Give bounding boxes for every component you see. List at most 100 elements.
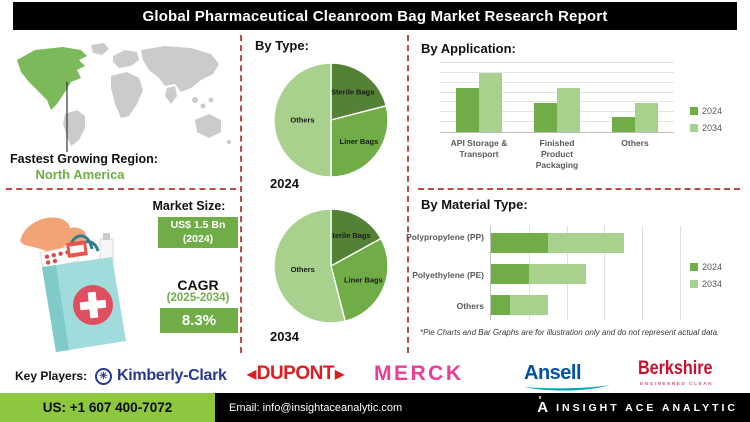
ansell-logo: Ansell (524, 362, 582, 384)
bar-segment-2034 (529, 264, 586, 284)
legend-swatch (690, 124, 698, 132)
map-asia (141, 46, 219, 92)
bar-group (518, 64, 596, 132)
gridline (440, 62, 674, 63)
legend-item-2034: 2034 (690, 123, 722, 133)
map-australia (195, 114, 221, 138)
bar-2034 (557, 87, 580, 132)
category-label: Others (456, 301, 484, 311)
market-size-year: (2024) (182, 232, 214, 245)
category-label: Others (621, 138, 649, 148)
merck-logo: MERCK (374, 362, 464, 385)
pie-year-2024: 2024 (270, 176, 299, 191)
hand-icon (20, 217, 71, 252)
bar-segment-2024 (491, 264, 529, 284)
bar-group (440, 64, 518, 132)
divider-horizontal-right (418, 188, 740, 190)
report-title-bar: Global Pharmaceutical Cleanroom Bag Mark… (13, 2, 737, 30)
pie-slice-label: Liner Bags (340, 137, 379, 146)
brand-lockup: A INSIGHT ACE ANALYTIC (537, 396, 738, 416)
footer-phone-block: US: +1 607 400-7072 (0, 393, 215, 422)
market-size-label: Market Size: (152, 199, 226, 213)
dupont-logo: ◀ DUPONT ▶ (246, 363, 345, 385)
map-island (208, 97, 214, 103)
pie-slice-liner-bags (330, 237, 389, 323)
map-north-america-highlight (17, 47, 87, 110)
brand-name: INSIGHT ACE ANALYTIC (556, 401, 738, 414)
application-legend: 2024 2034 (690, 106, 722, 133)
pie-chart-2034: Sterile Bags Liner Bags Others (273, 208, 389, 324)
dupont-logo-text: DUPONT (256, 363, 335, 384)
medicine-bag-illustration (14, 205, 136, 352)
pie-slice-label: Others (290, 116, 314, 125)
application-chart-plot (440, 62, 674, 133)
category-label: Polyethylene (PE) (412, 270, 484, 280)
map-south-america (63, 110, 85, 146)
bar-segment-2034 (548, 233, 624, 253)
map-new-zealand (227, 140, 231, 144)
bar-2024 (456, 87, 479, 132)
phone-number: US: +1 607 400-7072 (42, 400, 173, 415)
kimberly-clark-logo: Kimberly-Clark (117, 367, 227, 384)
pie-slice-sterile-bags (330, 62, 388, 121)
bar-segment-2024 (491, 233, 548, 253)
material-chart-plot (490, 226, 681, 320)
map-india (165, 86, 177, 104)
email-address: Email: info@insightaceanalytic.com (229, 401, 403, 414)
by-type-heading: By Type: (255, 38, 309, 53)
pie-slice-others (273, 208, 347, 324)
bar-2024 (534, 102, 557, 132)
category-label: Polypropylene (PP) (406, 232, 484, 242)
map-island (200, 103, 206, 109)
bag-side-shade (42, 265, 69, 352)
pie-slice-liner-bags (330, 104, 389, 178)
legend-item-2024: 2024 (690, 262, 722, 272)
legend-item-2034: 2034 (690, 279, 722, 289)
medical-cross-icon (79, 291, 107, 319)
bar-2034 (635, 102, 658, 132)
world-map (5, 42, 237, 154)
stacked-bar-polyethylene-pe- (491, 264, 586, 284)
gridline (642, 226, 644, 320)
category-label: Finished Product Packaging (535, 138, 579, 171)
divider-vertical-right (407, 35, 409, 353)
ansell-swoosh-icon (524, 385, 610, 391)
pie-year-2034: 2034 (270, 329, 299, 344)
medicine-box (66, 240, 88, 258)
cagr-label: CAGR (177, 277, 219, 293)
divider-horizontal-left (6, 188, 236, 190)
pie-slice-label: Sterile Bags (327, 231, 370, 240)
stacked-bar-polypropylene-pp- (491, 233, 624, 253)
gridline (604, 226, 606, 320)
pie-slice-label: Sterile Bags (331, 88, 374, 97)
dupont-left-chevron-icon: ◀ (247, 367, 256, 381)
fastest-growing-region-label: Fastest Growing Region: (10, 152, 158, 166)
cagr-value-box: 8.3% (160, 308, 238, 333)
legend-label: 2034 (702, 123, 723, 133)
bar-2024 (612, 117, 635, 132)
market-size-value: US$ 1.5 Bn (170, 218, 226, 231)
cagr-value: 8.3% (181, 312, 217, 329)
material-legend: 2024 2034 (690, 262, 722, 289)
bar-2034 (479, 72, 502, 132)
gridline (440, 81, 674, 83)
pie-slice-label: Liner Bags (344, 276, 383, 285)
pie-slice-others (273, 62, 332, 178)
medicine-bottle (99, 233, 114, 262)
dupont-right-chevron-icon: ▶ (334, 367, 344, 381)
map-europe (113, 50, 139, 68)
bar-group (596, 64, 674, 132)
legend-label: 2024 (702, 106, 723, 116)
pie-slice-label: Others (291, 265, 315, 274)
gridline (440, 71, 674, 73)
legend-label: 2024 (702, 262, 723, 272)
fastest-growing-region-value: North America (35, 167, 125, 182)
map-island (192, 97, 198, 103)
category-label: API Storage & Transport (450, 138, 508, 160)
cagr-period: (2025-2034) (166, 292, 230, 304)
map-africa (111, 72, 143, 118)
divider-vertical-left (240, 35, 242, 353)
footer-brand-block: Email: info@insightaceanalytic.com A INS… (215, 393, 750, 422)
insight-ace-logo-icon: A (537, 396, 549, 416)
legend-swatch (690, 263, 698, 271)
